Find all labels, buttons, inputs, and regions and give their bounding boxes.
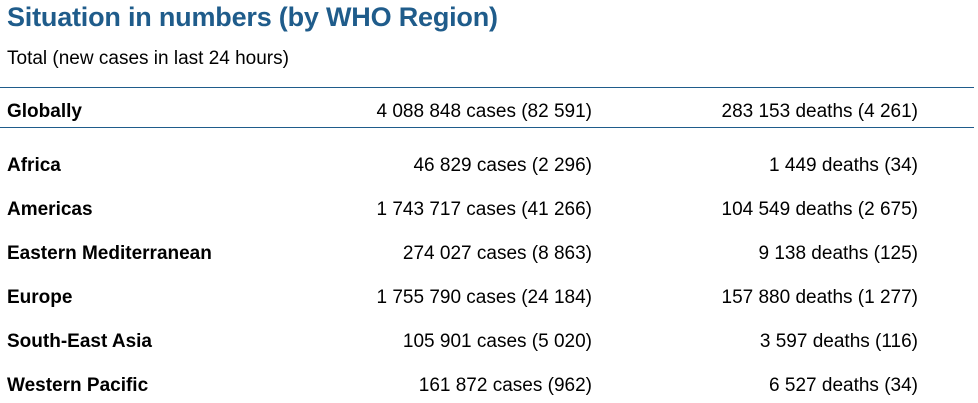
page-subtitle: Total (new cases in last 24 hours) [7,48,289,69]
region-row-western-pacific: Western Pacific 161 872 cases (962) 6 52… [0,371,978,401]
region-name: Europe [7,287,73,308]
global-row: Globally 4 088 848 cases (82 591) 283 15… [0,97,978,127]
region-row-africa: Africa 46 829 cases (2 296) 1 449 deaths… [0,151,978,181]
region-row-south-east-asia: South-East Asia 105 901 cases (5 020) 3 … [0,327,978,357]
region-deaths: 1 449 deaths (34) [769,155,918,176]
page-title: Situation in numbers (by WHO Region) [7,2,498,32]
region-cases: 1 743 717 cases (41 266) [376,199,593,220]
region-cases: 46 829 cases (2 296) [413,155,592,176]
global-deaths: 283 153 deaths (4 261) [721,101,919,122]
region-deaths: 104 549 deaths (2 675) [721,199,919,220]
region-name: Africa [7,155,61,176]
region-name: Western Pacific [7,375,149,396]
region-row-americas: Americas 1 743 717 cases (41 266) 104 54… [0,195,978,225]
region-name: South-East Asia [7,331,152,352]
region-deaths: 3 597 deaths (116) [759,331,918,352]
region-deaths: 9 138 deaths (125) [758,243,918,264]
global-cases: 4 088 848 cases (82 591) [376,101,593,122]
region-deaths: 6 527 deaths (34) [769,375,918,396]
region-cases: 161 872 cases (962) [418,375,592,396]
region-name: Eastern Mediterranean [7,243,212,264]
global-divider [0,127,974,128]
region-deaths: 157 880 deaths (1 277) [721,287,919,308]
global-label: Globally [7,101,82,122]
top-divider [0,87,974,88]
region-cases: 1 755 790 cases (24 184) [376,287,593,308]
region-row-europe: Europe 1 755 790 cases (24 184) 157 880 … [0,283,978,313]
region-cases: 274 027 cases (8 863) [402,243,592,264]
region-cases: 105 901 cases (5 020) [402,331,592,352]
region-name: Americas [7,199,93,220]
region-row-eastern-mediterranean: Eastern Mediterranean 274 027 cases (8 8… [0,239,978,269]
